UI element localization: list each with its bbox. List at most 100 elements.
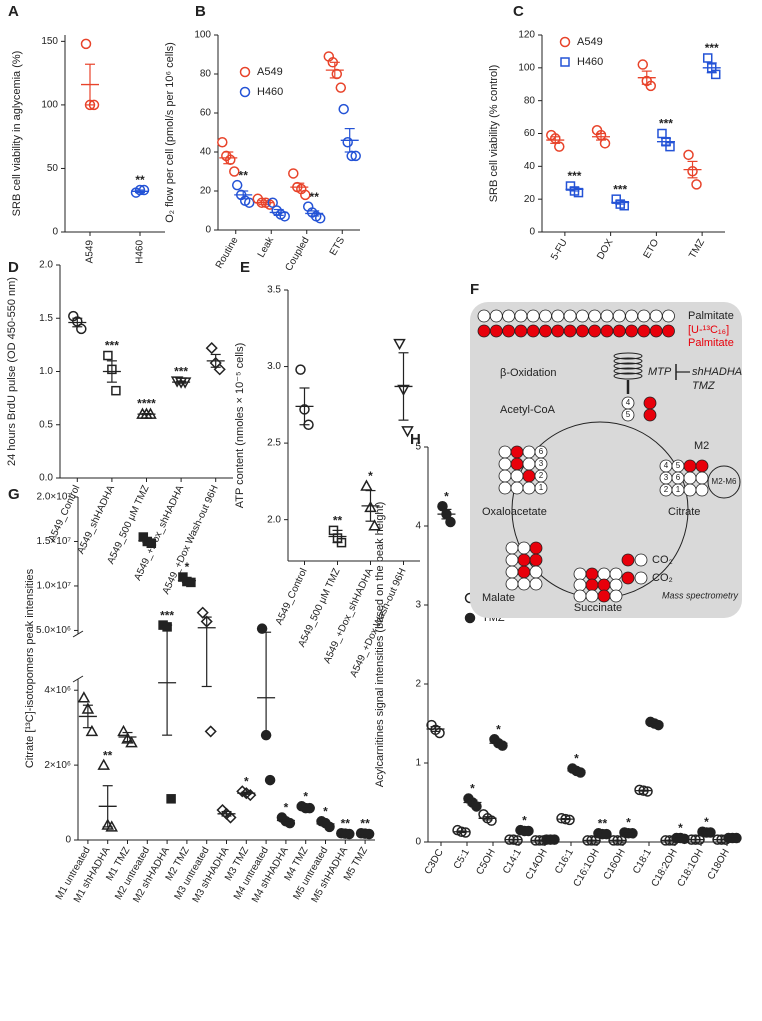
y-tick-label: 2	[415, 679, 421, 690]
y-tick-label: 2.0×10⁷	[37, 492, 72, 503]
data-point	[497, 740, 508, 751]
axis-break	[72, 675, 84, 683]
y-tick-label: 3	[415, 600, 421, 611]
y-tick-label: 2.0	[267, 514, 281, 525]
significance: *	[284, 801, 289, 815]
significance: *	[704, 815, 709, 829]
carbon-number: 2	[664, 485, 669, 494]
panel-label: D	[8, 259, 19, 276]
data-point	[288, 168, 299, 179]
significance: ***	[659, 117, 673, 131]
spiral	[613, 372, 643, 380]
x-tick-label: A549_shHADHA	[76, 483, 118, 555]
significance: **	[135, 173, 145, 187]
data-point	[217, 137, 228, 148]
x-tick-label: C5OH	[474, 847, 497, 877]
diagram-label: M2-M6	[712, 477, 737, 486]
y-tick-label: 80	[200, 69, 212, 80]
carbon	[649, 309, 663, 323]
carbon	[505, 577, 519, 591]
carbon	[600, 324, 614, 338]
carbon	[695, 471, 709, 485]
carbon	[576, 309, 589, 323]
carbon	[597, 567, 611, 581]
x-tick-label: C3DC	[423, 847, 446, 876]
significance: **	[333, 514, 343, 528]
legend-marker	[464, 612, 476, 624]
panel-label: A	[8, 3, 19, 20]
carbon	[625, 324, 638, 338]
data-point	[657, 128, 667, 139]
data-point	[121, 732, 134, 744]
data-point	[111, 385, 121, 396]
spiral	[613, 367, 643, 375]
carbon	[539, 309, 552, 323]
significance: ***	[567, 169, 581, 183]
carbon	[649, 324, 663, 338]
data-point	[243, 197, 255, 208]
y-tick-label: 3.5	[267, 285, 281, 296]
legend-label: H460	[577, 56, 603, 68]
carbon	[522, 481, 536, 495]
data-point	[166, 794, 176, 804]
diagram-label: Malate	[482, 592, 515, 604]
x-tick-label: ETS	[328, 235, 347, 258]
y-tick-label: 4×10⁶	[44, 685, 71, 696]
legend-label: H460	[257, 86, 283, 98]
y-tick-label: 100	[194, 30, 211, 41]
diagram-label: MTP	[648, 366, 672, 378]
y-tick-label: 4	[415, 521, 421, 532]
data-point	[445, 516, 456, 528]
data-point	[573, 187, 584, 198]
panel-label: G	[8, 486, 20, 503]
y-tick-label: 50	[47, 163, 59, 174]
carbon	[588, 309, 602, 323]
data-point	[368, 519, 381, 531]
significance: *	[626, 816, 631, 830]
axis-break	[72, 630, 84, 638]
data-point	[691, 179, 702, 190]
data-point	[331, 68, 343, 80]
carbon	[625, 309, 638, 323]
significance: ***	[160, 608, 174, 622]
carbon	[585, 589, 599, 603]
y-tick-label: 20	[524, 194, 536, 205]
y-axis-label: SRB cell viability in aglycemia (%)	[11, 51, 23, 217]
carbon	[522, 445, 536, 459]
data-point	[683, 149, 694, 161]
significance: **	[103, 748, 113, 762]
diagram-label: Acetyl-CoA	[500, 404, 556, 416]
carbon	[683, 459, 697, 473]
y-axis-label: SRB cell viability (% control)	[488, 65, 500, 203]
carbon	[529, 541, 543, 555]
data-point	[554, 141, 565, 152]
carbon-number: 1	[676, 485, 681, 494]
legend-marker	[239, 66, 251, 78]
y-tick-label: 1.0	[39, 366, 53, 377]
carbon-number: 3	[539, 459, 544, 468]
panel-label: H	[410, 431, 421, 448]
carbon	[600, 309, 614, 323]
x-tick-label: Coupled	[283, 235, 311, 273]
y-axis-label: ATP content (nmoles × 10⁻⁵ cells)	[234, 343, 246, 509]
carbon	[505, 565, 519, 579]
carbon	[563, 309, 577, 323]
carbon	[489, 309, 503, 323]
significance: ***	[613, 182, 627, 196]
carbon	[502, 324, 516, 338]
carbon	[662, 324, 675, 338]
x-tick-label: 5-FU	[549, 237, 570, 262]
y-tick-label: 0	[415, 837, 421, 848]
y-tick-label: 80	[524, 95, 536, 106]
carbon	[597, 578, 611, 592]
carbon	[505, 541, 519, 555]
data-point	[702, 53, 713, 63]
data-point	[229, 166, 240, 177]
carbon	[585, 567, 599, 581]
carbon	[498, 445, 512, 459]
y-tick-label: 0	[205, 225, 211, 236]
x-tick-label: C18:1	[631, 847, 654, 876]
legend-label: A549	[577, 36, 603, 48]
data-point	[300, 189, 311, 201]
y-tick-label: 5.0×10⁶	[36, 625, 71, 636]
